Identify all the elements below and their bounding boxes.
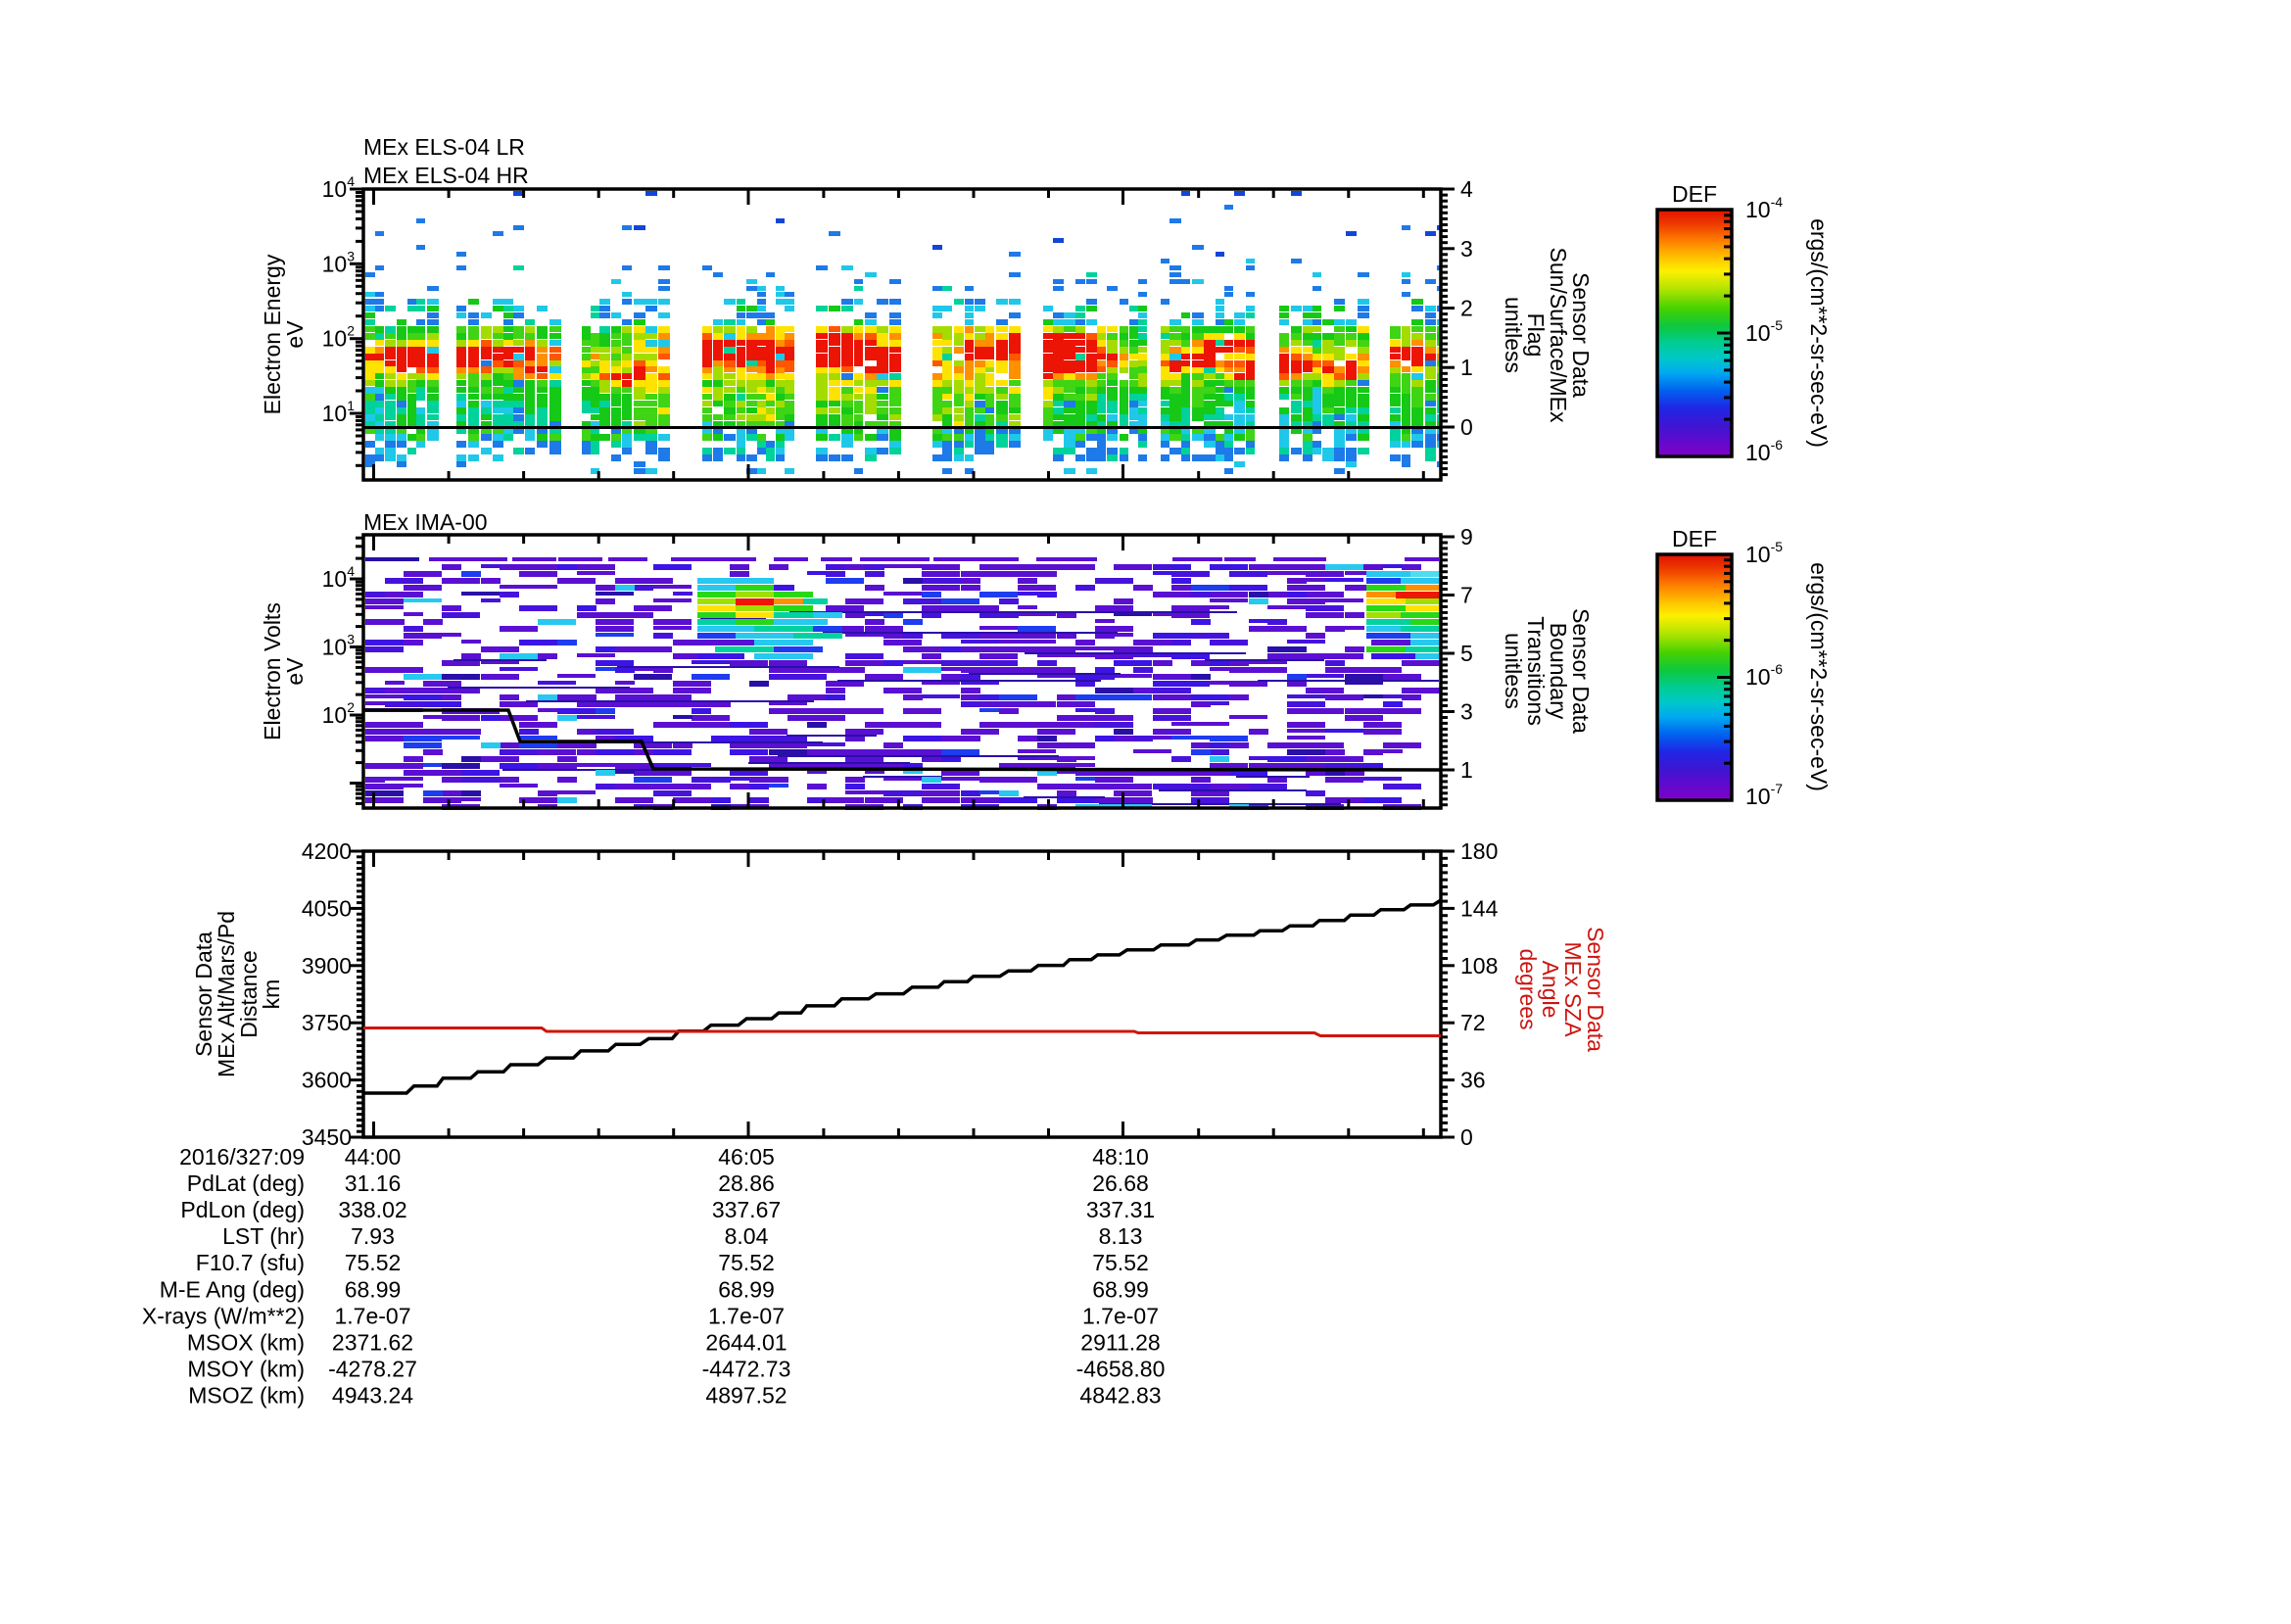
svg-text:MEx ELS-04 LR: MEx ELS-04 LR xyxy=(363,134,525,160)
svg-text:1.7e-07: 1.7e-07 xyxy=(708,1303,785,1328)
svg-text:1.7e-07: 1.7e-07 xyxy=(1082,1303,1159,1328)
svg-text:-4278.27: -4278.27 xyxy=(328,1357,417,1382)
svg-text:144: 144 xyxy=(1460,895,1499,921)
svg-text:7: 7 xyxy=(1460,583,1473,608)
svg-text:MSOY (km): MSOY (km) xyxy=(187,1357,305,1382)
svg-text:3600: 3600 xyxy=(302,1068,352,1093)
svg-text:3450: 3450 xyxy=(302,1124,352,1150)
svg-text:44:00: 44:00 xyxy=(345,1144,402,1170)
svg-text:MSOZ (km): MSOZ (km) xyxy=(188,1383,305,1409)
svg-text:337.67: 337.67 xyxy=(712,1197,781,1222)
svg-text:3: 3 xyxy=(1460,236,1473,262)
svg-text:Boundary: Boundary xyxy=(1546,623,1571,720)
svg-text:2644.01: 2644.01 xyxy=(705,1329,787,1355)
svg-text:0: 0 xyxy=(1460,1124,1473,1150)
svg-text:-4658.80: -4658.80 xyxy=(1076,1357,1166,1382)
svg-text:eV: eV xyxy=(282,657,308,686)
svg-text:7.93: 7.93 xyxy=(351,1223,395,1249)
svg-text:4943.24: 4943.24 xyxy=(332,1383,413,1409)
svg-text:2016/327:09: 2016/327:09 xyxy=(179,1144,305,1170)
svg-text:4842.83: 4842.83 xyxy=(1079,1383,1161,1409)
svg-text:Sensor Data: Sensor Data xyxy=(1568,608,1594,734)
svg-text:LST (hr): LST (hr) xyxy=(222,1223,305,1249)
svg-text:MEx ELS-04 HR: MEx ELS-04 HR xyxy=(363,163,529,188)
svg-text:DEF: DEF xyxy=(1672,181,1717,207)
svg-text:Sensor Data: Sensor Data xyxy=(191,931,216,1057)
svg-text:eV: eV xyxy=(282,320,308,349)
svg-text:MEx SZA: MEx SZA xyxy=(1560,941,1586,1037)
svg-text:Flag: Flag xyxy=(1523,313,1549,358)
svg-text:75.52: 75.52 xyxy=(718,1250,775,1275)
svg-text:2911.28: 2911.28 xyxy=(1080,1329,1160,1355)
svg-text:MSOX (km): MSOX (km) xyxy=(187,1329,305,1355)
svg-text:Transitions: Transitions xyxy=(1523,616,1549,726)
svg-text:0: 0 xyxy=(1460,414,1473,440)
svg-text:F10.7 (sfu): F10.7 (sfu) xyxy=(196,1250,305,1275)
svg-text:75.52: 75.52 xyxy=(345,1250,402,1275)
svg-text:1.7e-07: 1.7e-07 xyxy=(334,1303,410,1328)
svg-text:1: 1 xyxy=(1460,757,1473,783)
svg-text:4: 4 xyxy=(1460,176,1473,202)
svg-text:ergs/(cm**2-sr-sec-eV): ergs/(cm**2-sr-sec-eV) xyxy=(1806,562,1832,791)
svg-text:MEx Alt/Mars/Pd: MEx Alt/Mars/Pd xyxy=(214,911,239,1077)
svg-text:degrees: degrees xyxy=(1515,948,1541,1029)
svg-text:unitless: unitless xyxy=(1501,297,1526,373)
svg-text:Distance: Distance xyxy=(236,950,262,1037)
svg-text:DEF: DEF xyxy=(1672,526,1717,551)
svg-text:4897.52: 4897.52 xyxy=(705,1383,787,1409)
svg-text:PdLon (deg): PdLon (deg) xyxy=(180,1197,305,1222)
svg-text:46:05: 46:05 xyxy=(718,1144,775,1170)
svg-text:Sensor Data: Sensor Data xyxy=(1568,272,1594,398)
svg-text:Electron Volts: Electron Volts xyxy=(260,602,285,740)
svg-text:26.68: 26.68 xyxy=(1092,1170,1149,1196)
svg-text:2371.62: 2371.62 xyxy=(332,1329,413,1355)
svg-text:101: 101 xyxy=(322,398,356,426)
svg-text:338.02: 338.02 xyxy=(338,1197,406,1222)
svg-text:4050: 4050 xyxy=(302,895,352,921)
svg-text:180: 180 xyxy=(1460,838,1498,864)
svg-text:unitless: unitless xyxy=(1501,633,1526,709)
svg-text:MEx IMA-00: MEx IMA-00 xyxy=(363,509,488,535)
svg-text:68.99: 68.99 xyxy=(1092,1276,1149,1302)
svg-text:1: 1 xyxy=(1460,355,1473,380)
svg-text:4200: 4200 xyxy=(302,838,352,864)
svg-text:8.04: 8.04 xyxy=(725,1223,769,1249)
svg-text:48:10: 48:10 xyxy=(1092,1144,1149,1170)
svg-text:X-rays (W/m**2): X-rays (W/m**2) xyxy=(142,1303,305,1328)
svg-text:PdLat (deg): PdLat (deg) xyxy=(187,1170,305,1196)
svg-text:8.13: 8.13 xyxy=(1099,1223,1143,1249)
svg-text:31.16: 31.16 xyxy=(345,1170,402,1196)
svg-text:3: 3 xyxy=(1460,699,1473,725)
svg-text:-4472.73: -4472.73 xyxy=(702,1357,791,1382)
svg-text:72: 72 xyxy=(1460,1010,1486,1035)
svg-text:3900: 3900 xyxy=(302,953,352,979)
svg-text:3750: 3750 xyxy=(302,1010,352,1035)
svg-text:68.99: 68.99 xyxy=(345,1276,402,1302)
svg-text:Angle: Angle xyxy=(1538,961,1563,1019)
svg-text:28.86: 28.86 xyxy=(718,1170,775,1196)
svg-text:Sensor Data: Sensor Data xyxy=(1583,927,1608,1052)
svg-text:2: 2 xyxy=(1460,296,1473,321)
svg-text:68.99: 68.99 xyxy=(718,1276,775,1302)
svg-text:5: 5 xyxy=(1460,641,1473,666)
svg-text:108: 108 xyxy=(1460,953,1498,979)
svg-text:9: 9 xyxy=(1460,524,1473,549)
svg-text:ergs/(cm**2-sr-sec-eV): ergs/(cm**2-sr-sec-eV) xyxy=(1806,218,1832,448)
svg-text:36: 36 xyxy=(1460,1068,1486,1093)
svg-text:Electron Energy: Electron Energy xyxy=(260,254,285,414)
svg-text:Sun/Surface/MEx: Sun/Surface/MEx xyxy=(1546,248,1571,423)
svg-text:337.31: 337.31 xyxy=(1086,1197,1155,1222)
svg-text:km: km xyxy=(259,979,284,1010)
svg-text:75.52: 75.52 xyxy=(1092,1250,1149,1275)
svg-text:M-E Ang (deg): M-E Ang (deg) xyxy=(160,1276,305,1302)
